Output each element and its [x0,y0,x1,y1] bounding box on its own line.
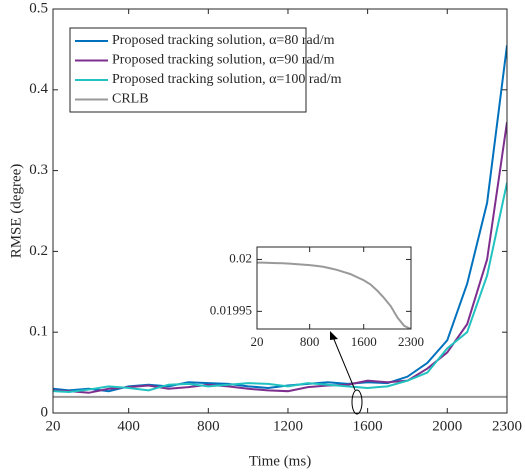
y-axis-label: RMSE (degree) [8,164,24,259]
x-tick-label: 400 [117,418,140,434]
x-tick-label: 1600 [353,418,383,434]
x-axis-label: Time (ms) [249,453,311,469]
legend-box [69,27,307,113]
arrow-head [330,331,338,340]
y-tick-label: 0.02 [229,250,252,265]
y-tick-label: 0.3 [29,162,48,178]
inset-plot: 20 800 1600 2300 0.02 0.01995 [210,246,424,349]
x-tick-label: 20 [251,334,264,349]
x-tick-label: 20 [46,418,61,434]
y-tick-label: 0.4 [29,81,48,97]
x-tick-label: 800 [197,418,220,434]
x-tick-label: 2300 [492,418,522,434]
legend-label: Proposed tracking solution, α=80 rad/m [112,33,335,48]
x-tick-label: 800 [300,334,320,349]
y-tick-label: 0.1 [29,324,48,340]
legend: Proposed tracking solution, α=80 rad/m Pr… [69,27,342,113]
x-tick-label: 1200 [273,418,303,434]
main-plot: 20 400 800 1200 1600 2000 2300 0 0.1 0.2 0.3 0.4 0.5… [29,0,522,434]
series-line [257,261,411,329]
x-tick-label: 1600 [351,334,377,349]
y-tick-label: 0 [41,404,49,420]
y-tick-label: 0.01995 [210,302,252,317]
lines [53,45,507,398]
legend-label: Proposed tracking solution, α=90 rad/m [112,53,335,68]
plot-area [257,247,411,329]
x-tick-label: 2000 [432,418,462,434]
legend-label: CRLB [112,92,149,107]
plot-frame [52,8,508,414]
y-tick-label: 0.2 [29,243,48,259]
x-tick-label: 2300 [398,334,424,349]
series-line [53,182,507,393]
y-tick-label: 0.5 [29,0,48,16]
lines [257,261,411,329]
legend-label: Proposed tracking solution, α=100 rad/m [112,72,342,87]
arrow-line [332,336,356,391]
highlight-ellipse [351,389,363,415]
plot-frame [256,246,412,330]
